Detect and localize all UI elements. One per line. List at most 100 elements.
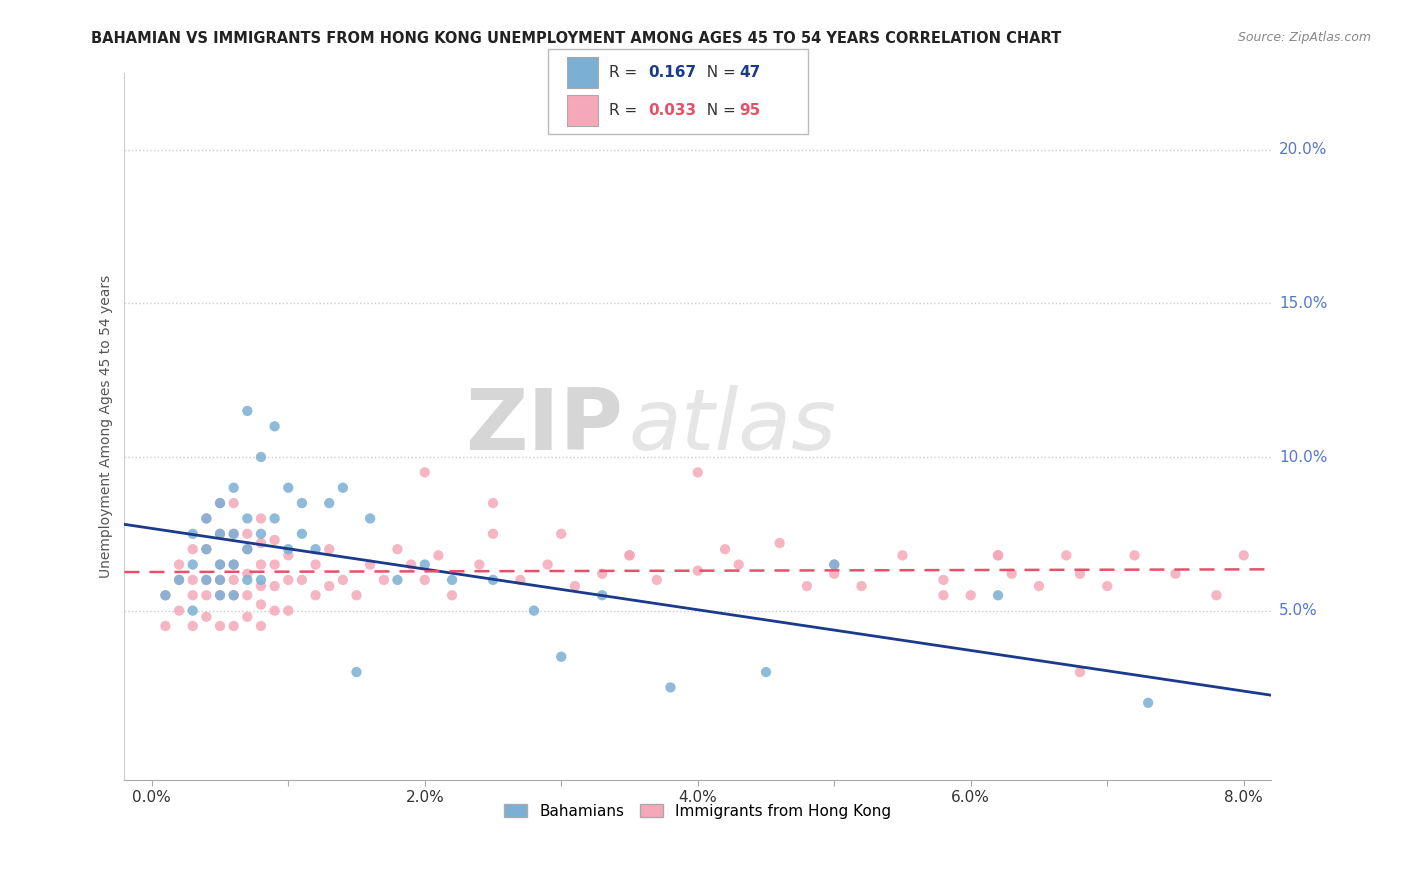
Point (932, 588, 955, 602)
Text: 95: 95 (740, 103, 761, 118)
Point (304, 558, 326, 572)
Point (1205, 588, 1227, 602)
Point (659, 681, 682, 695)
Point (195, 542, 218, 557)
Text: ZIP: ZIP (465, 384, 623, 467)
Point (291, 526, 314, 541)
Point (236, 609, 259, 624)
Point (932, 573, 955, 587)
Point (686, 564, 709, 578)
Point (263, 533, 285, 547)
Text: 47: 47 (740, 65, 761, 80)
Point (359, 511, 381, 525)
Y-axis label: Unemployment Among Ages 45 to 54 years: Unemployment Among Ages 45 to 54 years (100, 275, 114, 578)
Point (291, 573, 314, 587)
Point (1123, 549, 1146, 563)
Point (304, 588, 326, 602)
Point (250, 598, 273, 612)
Point (222, 496, 245, 510)
Point (619, 549, 641, 563)
Point (304, 542, 326, 557)
Text: R =: R = (609, 65, 643, 80)
Point (236, 404, 259, 418)
Point (441, 573, 464, 587)
Point (167, 604, 190, 618)
Point (823, 566, 845, 581)
Text: Source: ZipAtlas.com: Source: ZipAtlas.com (1237, 31, 1371, 45)
Point (387, 573, 409, 587)
Point (250, 536, 273, 550)
Point (959, 588, 981, 602)
Point (250, 579, 273, 593)
Point (823, 558, 845, 572)
Point (222, 526, 245, 541)
Text: 0.167: 0.167 (648, 65, 696, 80)
Point (195, 609, 218, 624)
Point (427, 549, 450, 563)
Point (250, 511, 273, 525)
Point (181, 619, 204, 633)
Point (181, 573, 204, 587)
Point (208, 496, 231, 510)
Point (263, 419, 285, 434)
Point (263, 604, 285, 618)
Text: 5.0%: 5.0% (1279, 603, 1317, 618)
Point (250, 619, 273, 633)
Point (195, 588, 218, 602)
Point (181, 604, 204, 618)
Point (755, 665, 778, 679)
Point (591, 566, 613, 581)
Point (208, 573, 231, 587)
Point (208, 619, 231, 633)
Point (564, 579, 586, 593)
Text: atlas: atlas (628, 384, 837, 467)
Point (277, 542, 299, 557)
Point (277, 549, 299, 563)
Point (263, 511, 285, 525)
Point (550, 649, 572, 664)
Point (155, 588, 177, 602)
Point (645, 573, 668, 587)
Point (332, 573, 354, 587)
Point (236, 511, 259, 525)
Text: 0.033: 0.033 (648, 103, 696, 118)
Point (155, 588, 177, 602)
Point (359, 558, 381, 572)
Point (181, 558, 204, 572)
Point (195, 573, 218, 587)
Point (796, 579, 818, 593)
Point (222, 558, 245, 572)
Point (222, 619, 245, 633)
Point (413, 558, 436, 572)
Point (208, 496, 231, 510)
Point (208, 558, 231, 572)
Point (1054, 549, 1077, 563)
Point (1069, 665, 1091, 679)
Point (1137, 696, 1160, 710)
Point (250, 450, 273, 464)
Point (236, 542, 259, 557)
Point (277, 481, 299, 495)
Text: N =: N = (697, 65, 741, 80)
Point (250, 558, 273, 572)
Point (208, 526, 231, 541)
Text: N =: N = (697, 103, 741, 118)
Point (851, 579, 873, 593)
Point (1097, 579, 1119, 593)
Point (250, 573, 273, 587)
Point (263, 558, 285, 572)
Point (482, 573, 505, 587)
Point (987, 549, 1010, 563)
Point (1164, 566, 1187, 581)
Point (1001, 566, 1024, 581)
Point (727, 558, 749, 572)
Point (891, 549, 914, 563)
Point (236, 566, 259, 581)
Point (222, 526, 245, 541)
Point (155, 619, 177, 633)
Point (236, 542, 259, 557)
Point (1028, 579, 1050, 593)
Text: BAHAMIAN VS IMMIGRANTS FROM HONG KONG UNEMPLOYMENT AMONG AGES 45 TO 54 YEARS COR: BAHAMIAN VS IMMIGRANTS FROM HONG KONG UN… (91, 31, 1062, 46)
Point (413, 573, 436, 587)
Text: 20.0%: 20.0% (1279, 143, 1327, 157)
